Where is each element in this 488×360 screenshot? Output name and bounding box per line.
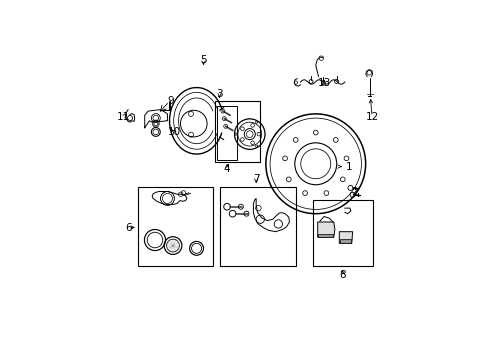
- Text: 11: 11: [117, 112, 130, 122]
- Polygon shape: [339, 239, 350, 243]
- Text: 1: 1: [345, 162, 352, 172]
- Bar: [312, 200, 372, 266]
- Bar: [138, 187, 213, 266]
- Text: 6: 6: [125, 222, 132, 233]
- Polygon shape: [318, 234, 332, 237]
- Text: 9: 9: [166, 96, 173, 107]
- Text: 4: 4: [224, 164, 230, 174]
- Polygon shape: [317, 222, 334, 237]
- Bar: [220, 187, 296, 266]
- Text: 2: 2: [350, 186, 357, 197]
- Text: 12: 12: [365, 112, 378, 122]
- Bar: [214, 102, 260, 162]
- Polygon shape: [339, 232, 352, 243]
- Text: 10: 10: [167, 127, 181, 137]
- Text: 8: 8: [339, 270, 345, 280]
- Text: 5: 5: [200, 55, 206, 65]
- Text: 7: 7: [252, 174, 259, 184]
- Text: 3: 3: [216, 90, 223, 99]
- Bar: [216, 105, 236, 159]
- Text: 13: 13: [317, 78, 330, 89]
